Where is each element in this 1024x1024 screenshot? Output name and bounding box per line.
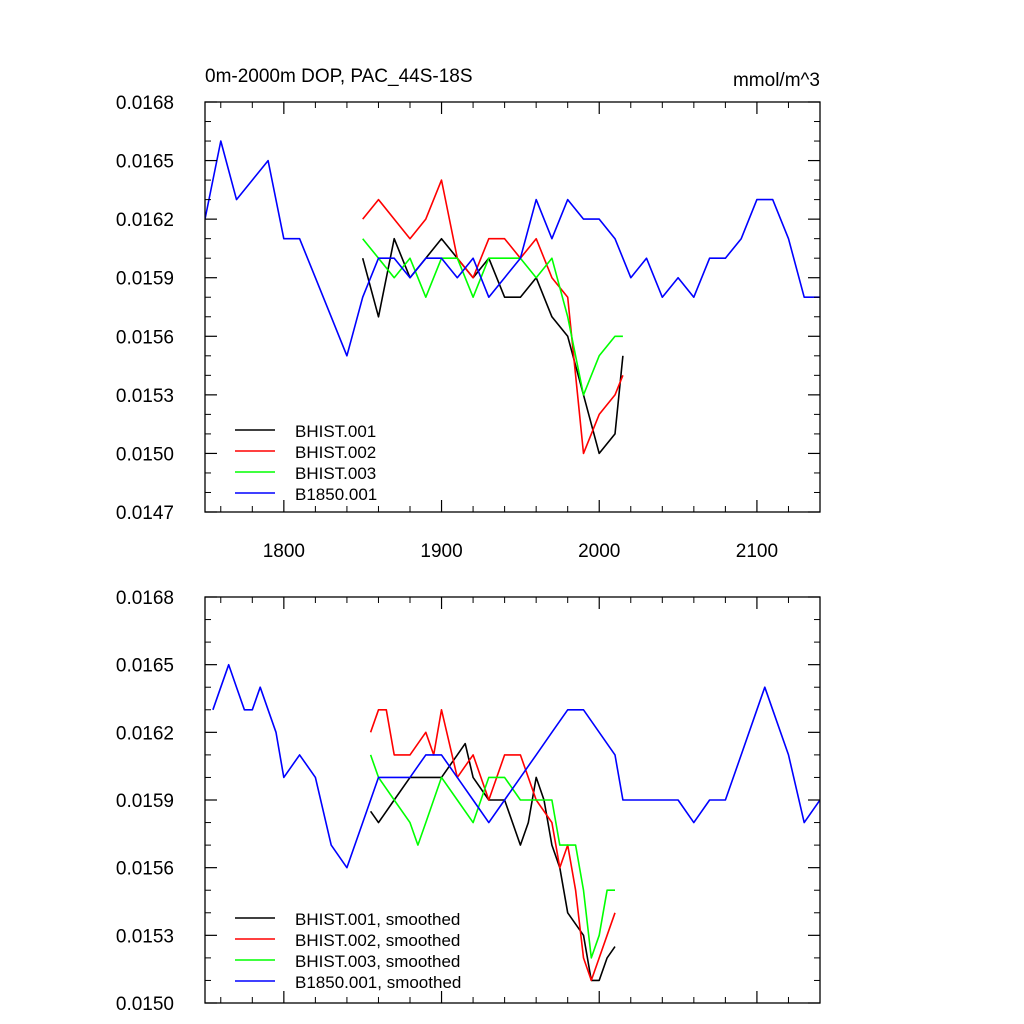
y-tick-label: 0.0168 bbox=[116, 93, 174, 114]
x-tick-label: 1900 bbox=[420, 541, 462, 562]
bottom-panel: 0.0150 0.0153 0.0156 0.0159 0.0162 0.0165 0.01… bbox=[116, 588, 821, 1015]
legend-label: BHIST.001 bbox=[295, 422, 376, 441]
y-tick-label: 0.0153 bbox=[116, 386, 174, 407]
top-panel: 0m-2000m DOP, PAC_44S-18S mmol/m^3 0.0147 0… bbox=[116, 66, 821, 562]
y-tick-label: 0.0156 bbox=[116, 859, 174, 880]
y-tick-label: 0.0168 bbox=[116, 588, 174, 609]
series-line-b1850-001-smoothed bbox=[212, 663, 820, 869]
legend-label: BHIST.001, smoothed bbox=[295, 910, 460, 929]
y-tick-label: 0.0147 bbox=[116, 503, 174, 524]
legend-label: BHIST.003 bbox=[295, 464, 376, 483]
y-tick-label: 0.0156 bbox=[116, 327, 174, 348]
series-line-bhist-002-smoothed bbox=[369, 708, 616, 982]
series-line-bhist-001-smoothed bbox=[369, 742, 616, 982]
series-lines bbox=[205, 140, 820, 455]
y-tick-label: 0.0165 bbox=[116, 656, 174, 677]
y-tick-label: 0.0153 bbox=[116, 926, 174, 947]
x-tick-label: 2100 bbox=[736, 541, 778, 562]
y-tick-label: 0.0159 bbox=[116, 269, 174, 290]
legend: BHIST.001, smoothed BHIST.002, smoothed BH… bbox=[235, 910, 461, 992]
y-tick-label: 0.0150 bbox=[116, 994, 174, 1015]
y-tick-label: 0.0162 bbox=[116, 723, 174, 744]
y-tick-label: 0.0159 bbox=[116, 791, 174, 812]
chart-title: 0m-2000m DOP, PAC_44S-18S bbox=[205, 66, 473, 87]
legend-label: B1850.001, smoothed bbox=[295, 973, 461, 992]
y-tick-label: 0.0150 bbox=[116, 444, 174, 465]
legend-label: BHIST.002 bbox=[295, 443, 376, 462]
units-label: mmol/m^3 bbox=[733, 70, 820, 91]
plot-frame bbox=[204, 101, 821, 513]
series-line-b1850-001 bbox=[205, 140, 820, 357]
legend-label: BHIST.002, smoothed bbox=[295, 931, 460, 950]
x-tick-label: 1800 bbox=[263, 541, 305, 562]
x-tick-label: 2000 bbox=[578, 541, 620, 562]
series-line-bhist-003 bbox=[362, 238, 623, 396]
series-line-bhist-002 bbox=[362, 179, 624, 455]
legend-label: B1850.001 bbox=[295, 485, 377, 504]
y-tick-label: 0.0165 bbox=[116, 152, 174, 173]
series-line-bhist-001 bbox=[361, 237, 624, 455]
legend: BHIST.001 BHIST.002 BHIST.003 B1850.001 bbox=[235, 422, 377, 504]
series-lines bbox=[212, 663, 820, 982]
legend-label: BHIST.003, smoothed bbox=[295, 952, 460, 971]
y-tick-label: 0.0162 bbox=[116, 210, 174, 231]
